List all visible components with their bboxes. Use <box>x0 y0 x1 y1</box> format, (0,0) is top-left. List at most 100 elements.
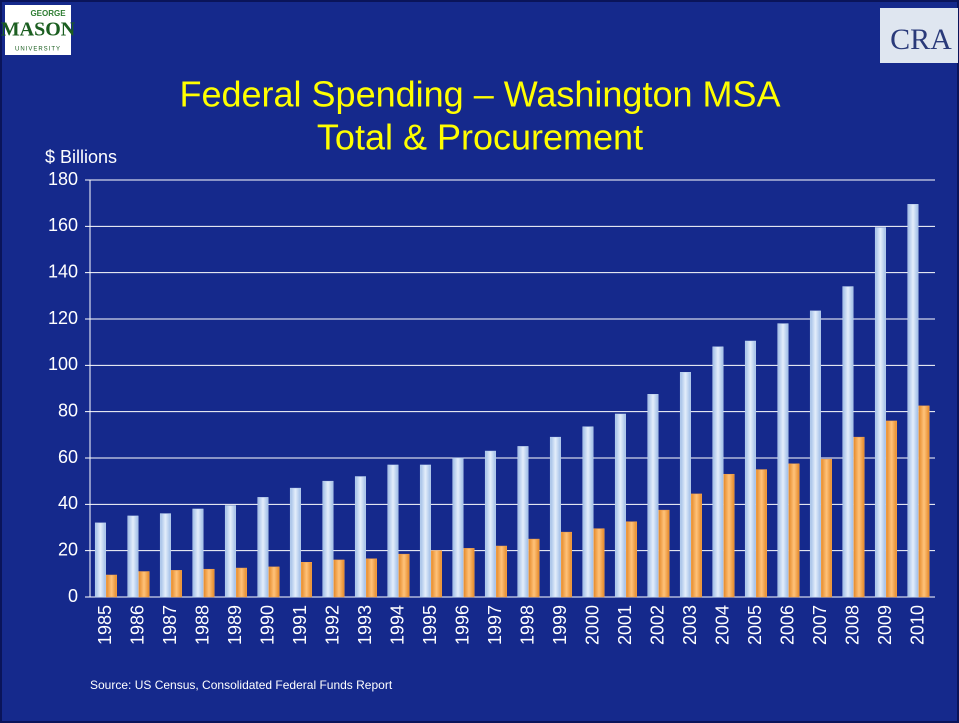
bar <box>658 509 670 598</box>
x-tick-label: 1989 <box>225 605 245 645</box>
y-tick-label: 100 <box>48 354 78 374</box>
x-tick-label: 2007 <box>810 605 830 645</box>
logo-text: GEORGE <box>30 9 66 18</box>
bar <box>354 476 366 598</box>
bar <box>626 521 637 598</box>
chart-title: Federal Spending – Washington MSA <box>179 74 780 115</box>
bar <box>419 464 431 598</box>
y-tick-label: 0 <box>68 586 78 606</box>
bar <box>691 493 702 598</box>
bar <box>496 545 507 598</box>
x-tick-label: 1986 <box>128 605 148 645</box>
logo-text: CRA <box>890 23 952 56</box>
bar <box>821 458 832 598</box>
x-tick-label: 1994 <box>388 605 408 645</box>
bar <box>452 457 464 598</box>
bar <box>561 531 572 598</box>
y-tick-label: 20 <box>58 539 78 559</box>
x-tick-label: 2002 <box>648 605 668 645</box>
logo-text: MASON <box>1 19 76 41</box>
bar <box>614 413 626 598</box>
bar <box>484 450 496 598</box>
bar <box>203 568 215 598</box>
bar <box>268 566 280 598</box>
logo-left-box <box>5 5 71 55</box>
x-tick-label: 1991 <box>290 605 310 645</box>
bar <box>387 464 399 598</box>
y-tick-label: 140 <box>48 261 78 281</box>
x-tick-label: 1993 <box>355 605 375 645</box>
bar <box>463 548 475 598</box>
bar <box>744 340 756 598</box>
x-tick-label: 1990 <box>258 605 278 645</box>
x-tick-label: 2005 <box>745 605 765 645</box>
bar <box>874 227 886 598</box>
bar <box>907 204 919 598</box>
bar <box>809 310 821 598</box>
bar <box>398 553 410 598</box>
bar <box>582 426 594 598</box>
bar <box>301 562 312 598</box>
bar <box>842 286 854 598</box>
x-tick-label: 2004 <box>713 605 733 645</box>
bar <box>236 567 247 598</box>
y-axis-label: $ Billions <box>45 147 117 167</box>
bar <box>679 372 691 598</box>
bar <box>647 394 659 598</box>
bar <box>431 550 442 598</box>
bar <box>289 487 301 598</box>
bar <box>517 446 529 598</box>
x-tick-label: 1985 <box>95 605 115 645</box>
bar <box>127 515 139 598</box>
bar <box>159 513 171 598</box>
bar <box>171 570 182 598</box>
bar <box>549 436 561 598</box>
bar <box>777 323 789 598</box>
x-tick-label: 1999 <box>550 605 570 645</box>
bar <box>528 538 540 598</box>
x-tick-label: 1997 <box>485 605 505 645</box>
bar <box>138 571 150 598</box>
logo-right-box <box>880 8 958 63</box>
bar <box>756 469 767 598</box>
bar <box>723 473 735 598</box>
y-tick-label: 180 <box>48 169 78 189</box>
bar <box>94 522 106 598</box>
y-tick-label: 40 <box>58 493 78 513</box>
x-tick-label: 2001 <box>615 605 635 645</box>
y-tick-label: 120 <box>48 308 78 328</box>
x-tick-label: 2000 <box>583 605 603 645</box>
x-tick-label: 1996 <box>453 605 473 645</box>
x-tick-label: 1992 <box>323 605 343 645</box>
x-tick-label: 2003 <box>680 605 700 645</box>
bar <box>192 508 204 598</box>
bar <box>106 574 117 598</box>
y-tick-label: 60 <box>58 447 78 467</box>
logo-text: UNIVERSITY <box>15 47 61 53</box>
bar <box>593 528 605 598</box>
x-tick-label: 1988 <box>193 605 213 645</box>
x-tick-label: 1998 <box>518 605 538 645</box>
bar <box>366 558 377 598</box>
bar <box>333 559 345 598</box>
x-tick-label: 1995 <box>420 605 440 645</box>
bar <box>886 420 897 598</box>
x-tick-label: 2009 <box>875 605 895 645</box>
x-tick-label: 2010 <box>908 605 928 645</box>
bar <box>224 505 236 598</box>
y-tick-label: 160 <box>48 215 78 235</box>
x-tick-label: 2008 <box>843 605 863 645</box>
source-note: Source: US Census, Consolidated Federal … <box>90 678 393 692</box>
bar <box>257 497 269 598</box>
bar <box>853 436 865 598</box>
bar <box>712 346 724 598</box>
chart-subtitle: Total & Procurement <box>317 117 643 158</box>
x-tick-label: 2006 <box>778 605 798 645</box>
bar <box>322 480 334 598</box>
x-tick-label: 1987 <box>160 605 180 645</box>
bar <box>918 405 930 598</box>
bar <box>788 463 800 598</box>
y-tick-label: 80 <box>58 400 78 420</box>
